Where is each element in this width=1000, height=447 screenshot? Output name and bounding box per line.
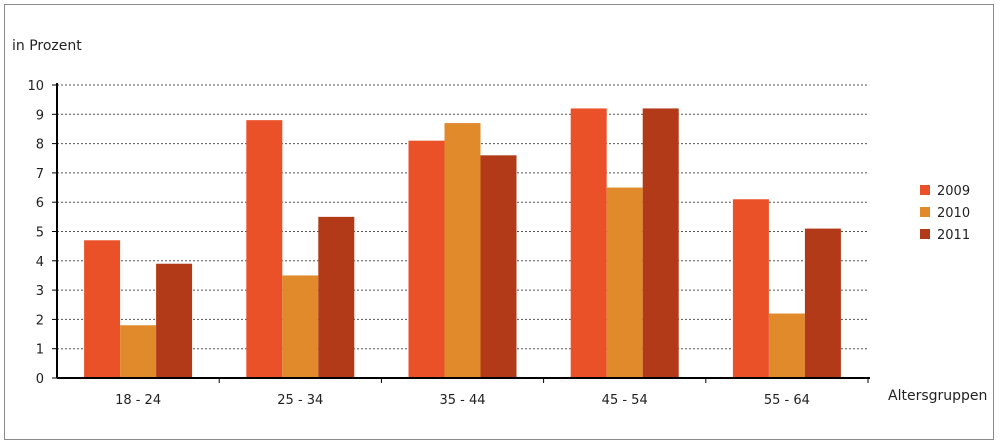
y-tick-label: 8: [36, 138, 44, 153]
bars: [84, 108, 841, 378]
y-tick-label: 1: [36, 343, 44, 358]
y-tick-label: 6: [36, 196, 44, 211]
bar-2010-4: [768, 313, 805, 378]
bar-2011-3: [642, 108, 679, 378]
y-tick-label: 2: [36, 313, 44, 328]
x-axis-title: Altersgruppen: [888, 388, 987, 404]
legend-label: 2010: [937, 206, 970, 221]
bar-2009-0: [84, 240, 121, 378]
bar-2010-2: [444, 123, 481, 378]
y-tick-label: 10: [27, 79, 44, 94]
legend-swatch-2010: [920, 207, 930, 217]
y-tick-label: 0: [36, 372, 44, 387]
y-tick-label: 4: [36, 255, 44, 270]
bar-2011-4: [804, 228, 841, 378]
bar-2011-1: [318, 216, 355, 378]
legend-swatch-2009: [920, 185, 930, 195]
y-tick-label: 9: [36, 108, 44, 123]
bar-2009-1: [246, 120, 283, 378]
x-tick-label: 35 - 44: [439, 393, 485, 408]
bar-2011-0: [156, 263, 193, 378]
y-tick-label: 5: [36, 226, 44, 241]
legend-label: 2009: [937, 184, 970, 199]
x-tick-label: 55 - 64: [764, 393, 810, 408]
y-tick-label: 7: [36, 167, 44, 182]
bar-2009-4: [732, 199, 769, 378]
legend-label: 2011: [937, 228, 970, 243]
x-tick-label: 25 - 34: [277, 393, 323, 408]
axes: 0 1 2 3 4 5 6 7 8 9 10 18 - 24 25 - 34 35 - 44 45 - 54…: [27, 79, 870, 408]
x-tick-label: 18 - 24: [115, 393, 161, 408]
y-tick-label: 3: [36, 284, 44, 299]
bar-2009-3: [570, 108, 607, 378]
bar-2010-3: [606, 187, 643, 378]
legend: 2009 2010 2011: [920, 184, 970, 243]
bar-2011-2: [480, 155, 517, 378]
y-axis-title: in Prozent: [12, 38, 82, 54]
x-tick-label: 45 - 54: [602, 393, 648, 408]
legend-swatch-2011: [920, 229, 930, 239]
bar-2010-1: [282, 275, 319, 378]
bar-2010-0: [120, 325, 157, 378]
bar-2009-2: [408, 140, 445, 378]
